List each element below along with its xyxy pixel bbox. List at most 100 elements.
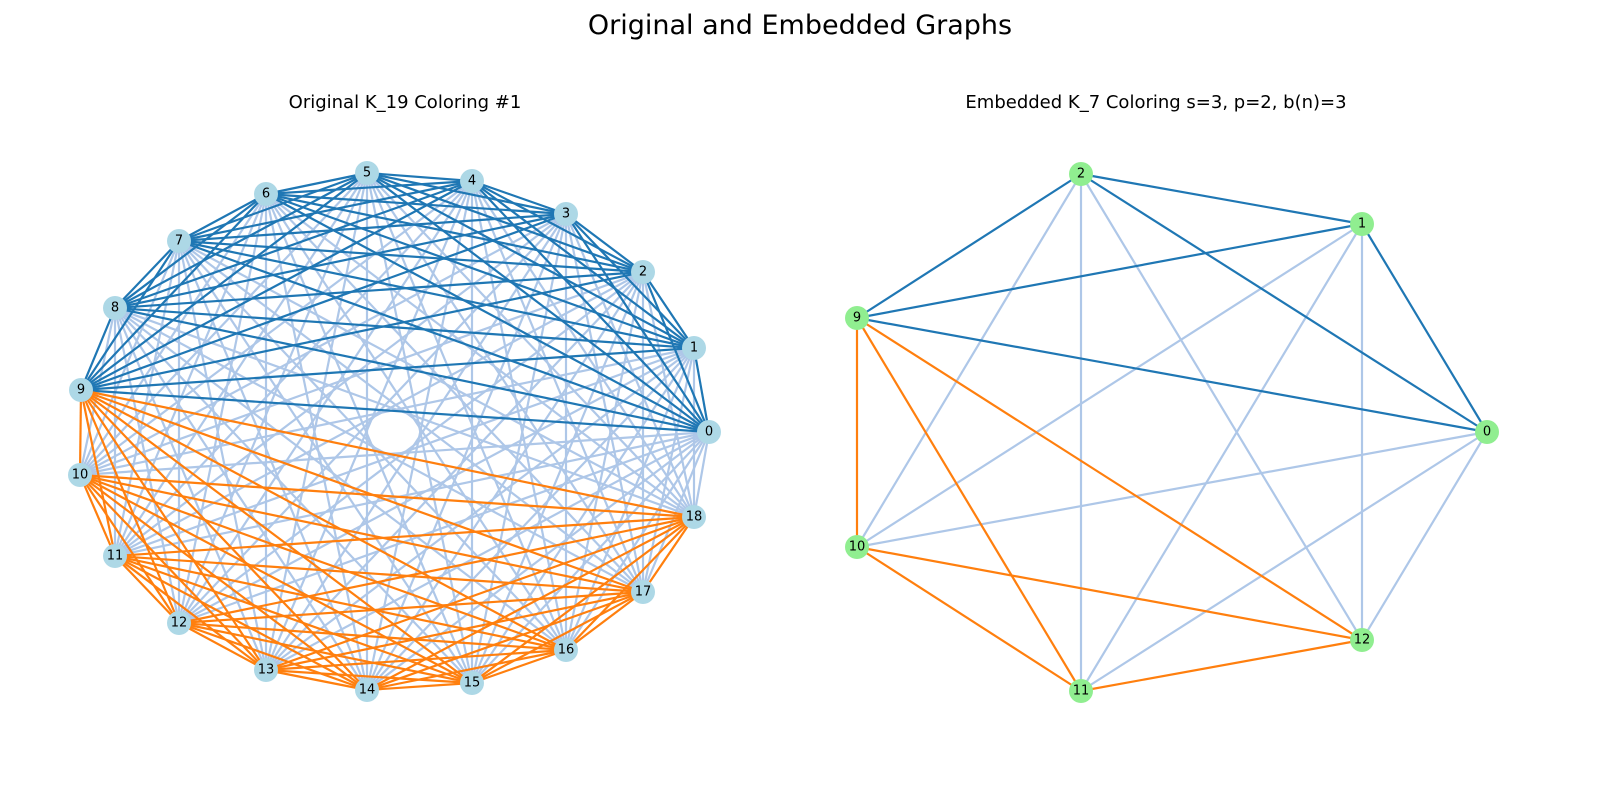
edge-1-3 xyxy=(565,213,695,349)
edge-0-12 xyxy=(1361,431,1488,641)
node-12: 12 xyxy=(167,611,191,635)
edge-1-5 xyxy=(366,172,695,349)
node-label: 2 xyxy=(1077,167,1085,182)
original-graph-edges xyxy=(78,171,711,692)
edge-5-16 xyxy=(365,172,568,651)
edge-6-15 xyxy=(264,193,474,684)
edge-11-14 xyxy=(114,555,368,691)
edge-13-16 xyxy=(265,648,567,672)
node-label: 3 xyxy=(562,207,570,222)
edge-10-12 xyxy=(856,545,1363,642)
edge-5-10 xyxy=(79,172,368,476)
embedded-graph-edges xyxy=(855,172,1488,693)
node-circle xyxy=(554,202,578,226)
node-circle xyxy=(845,535,869,559)
edge-7-14 xyxy=(177,240,369,691)
edge-4-6 xyxy=(265,179,473,196)
node-circle xyxy=(167,611,191,635)
node-12: 12 xyxy=(1350,628,1374,652)
edge-17-18 xyxy=(642,516,695,593)
edge-2-8 xyxy=(114,270,644,310)
edge-4-9 xyxy=(80,180,473,391)
edge-2-12 xyxy=(1080,173,1363,641)
edge-3-18 xyxy=(564,213,696,518)
edge-1-17 xyxy=(641,347,696,593)
edge-0-1 xyxy=(1361,223,1488,433)
edge-0-5 xyxy=(366,172,710,433)
node-circle xyxy=(355,678,379,702)
node-circle xyxy=(167,229,191,253)
edge-10-14 xyxy=(79,474,368,691)
edge-8-14 xyxy=(114,307,368,691)
edge-1-8 xyxy=(114,306,695,350)
node-circle xyxy=(1350,212,1374,236)
edge-9-14 xyxy=(80,389,368,691)
node-label: 18 xyxy=(686,510,703,525)
edge-0-4 xyxy=(471,180,710,433)
node-1: 1 xyxy=(682,336,706,360)
node-0: 0 xyxy=(1475,420,1499,444)
edge-11-17 xyxy=(114,554,644,594)
node-label: 2 xyxy=(639,265,647,280)
node-label: 11 xyxy=(107,549,124,564)
node-label: 12 xyxy=(1354,633,1371,648)
edge-2-9 xyxy=(856,173,1082,319)
node-3: 3 xyxy=(554,202,578,226)
edge-1-4 xyxy=(471,180,695,349)
edge-5-9 xyxy=(80,172,368,391)
edge-9-10 xyxy=(78,389,83,476)
edge-1-9 xyxy=(856,222,1363,320)
node-label: 0 xyxy=(705,425,713,440)
edge-16-18 xyxy=(565,516,695,651)
edge-4-8 xyxy=(114,179,473,310)
edge-9-15 xyxy=(80,389,473,684)
edge-9-16 xyxy=(80,389,567,651)
node-11: 11 xyxy=(1069,679,1093,703)
edge-5-8 xyxy=(114,172,368,309)
edge-13-15 xyxy=(265,668,473,685)
edge-2-13 xyxy=(265,271,644,671)
edge-5-7 xyxy=(178,171,368,243)
node-5: 5 xyxy=(355,161,379,185)
edge-1-2 xyxy=(642,271,695,349)
edge-0-10 xyxy=(856,430,1488,549)
edge-0-3 xyxy=(565,213,710,433)
edge-7-18 xyxy=(178,240,695,518)
edge-3-8 xyxy=(114,212,567,310)
edge-15-18 xyxy=(471,516,695,684)
node-circle xyxy=(103,544,127,568)
edge-2-3 xyxy=(565,213,644,273)
edge-10-17 xyxy=(79,473,644,594)
edge-0-9 xyxy=(856,316,1488,434)
edge-10-16 xyxy=(79,473,567,652)
edge-3-14 xyxy=(365,213,568,691)
edge-4-18 xyxy=(471,180,695,518)
edge-7-9 xyxy=(80,240,180,391)
edge-2-18 xyxy=(641,271,696,518)
edge-10-12 xyxy=(79,474,180,624)
edge-14-17 xyxy=(366,590,644,692)
node-label: 7 xyxy=(175,234,183,249)
node-label: 15 xyxy=(464,676,481,691)
edge-5-11 xyxy=(114,172,368,557)
edge-12-15 xyxy=(178,621,473,685)
node-label: 5 xyxy=(363,166,371,181)
edge-4-17 xyxy=(470,180,645,593)
node-label: 9 xyxy=(77,383,85,398)
edge-9-18 xyxy=(80,388,695,519)
node-circle xyxy=(697,420,721,444)
edge-0-16 xyxy=(565,431,710,651)
left-panel-title: Original K_19 Coloring #1 xyxy=(288,92,522,113)
node-circle xyxy=(631,260,655,284)
edge-12-17 xyxy=(178,590,644,625)
edge-0-18 xyxy=(692,431,711,518)
node-2: 2 xyxy=(631,260,655,284)
edge-0-7 xyxy=(178,239,710,434)
edge-11-15 xyxy=(114,554,473,685)
edge-0-15 xyxy=(471,431,710,684)
edge-9-17 xyxy=(80,388,644,594)
page-title: Original and Embedded Graphs xyxy=(587,10,1013,41)
node-9: 9 xyxy=(845,306,869,330)
node-label: 14 xyxy=(359,683,376,698)
